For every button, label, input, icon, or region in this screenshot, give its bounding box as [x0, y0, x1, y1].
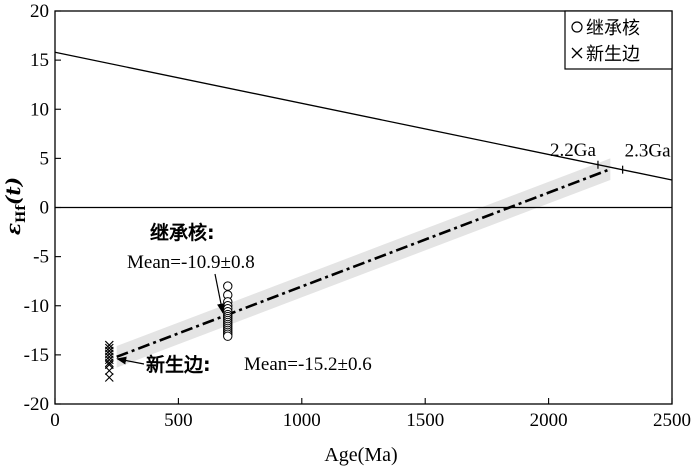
x-tick-label: 1000	[283, 410, 321, 431]
inherited-core-point	[223, 331, 233, 341]
y-tick-label: 0	[40, 198, 50, 219]
evolution-trend-line	[116, 167, 611, 359]
x-tick-label: 2500	[653, 410, 691, 431]
legend-box	[564, 10, 673, 70]
axis-ticks: 0 500 1000 1500 2000 2500 -20 -15 -10 -5 0 5 10 15 20	[24, 1, 691, 431]
age-mark-label: 2.3Ga	[625, 141, 671, 162]
y-axis-title-main: ε	[1, 223, 25, 235]
inherited-core-point	[223, 281, 233, 291]
x-tick-label: 1500	[406, 410, 444, 431]
reference-lines	[54, 51, 673, 359]
legend-label: 新生边	[586, 44, 640, 65]
x-tick-label: 500	[164, 410, 193, 431]
legend-circle-marker	[571, 21, 583, 33]
new-rim-point	[104, 373, 114, 382]
y-tick-label: -5	[33, 247, 49, 268]
x-axis-title: Age(Ma)	[324, 444, 397, 466]
y-tick-label: 15	[30, 50, 49, 71]
annotation-new-rim-title: 新生边:	[146, 353, 211, 376]
annotation-inherited-core-mean: Mean=-10.9±0.8	[127, 252, 255, 273]
y-tick-label: 10	[30, 99, 49, 120]
y-tick-label: -15	[24, 345, 49, 366]
y-tick-label: -20	[24, 394, 49, 415]
legend-label: 继承核	[586, 18, 640, 39]
annotation-new-rim-mean: Mean=-15.2±0.6	[244, 354, 372, 375]
annotation-inherited-core-title: 继承核:	[150, 221, 215, 244]
y-tick-label: -10	[24, 296, 49, 317]
annotation-new-rim-arrow	[116, 356, 145, 365]
depleted-mantle-line	[54, 51, 673, 181]
y-tick-label: 20	[30, 1, 49, 22]
x-tick-label: 0	[50, 410, 60, 431]
x-tick-label: 2000	[530, 410, 568, 431]
annotations: 2.2Ga 2.3Ga 继承核: Mean=-10.9±0.8 新生边: Mean=-15…	[116, 140, 671, 376]
y-axis-title-suffix: (t)	[1, 177, 25, 205]
new-rim-point	[104, 366, 114, 375]
age-mark-label: 2.2Ga	[550, 140, 596, 161]
annotation-inherited-core-arrow	[214, 273, 225, 314]
y-axis-title: εHf(t)	[1, 177, 29, 235]
new-rim-point	[104, 358, 114, 368]
y-tick-label: 5	[40, 148, 50, 169]
data-points	[104, 281, 233, 382]
legend-cross-marker	[571, 47, 583, 59]
y-axis-title-sub: Hf	[14, 204, 29, 223]
